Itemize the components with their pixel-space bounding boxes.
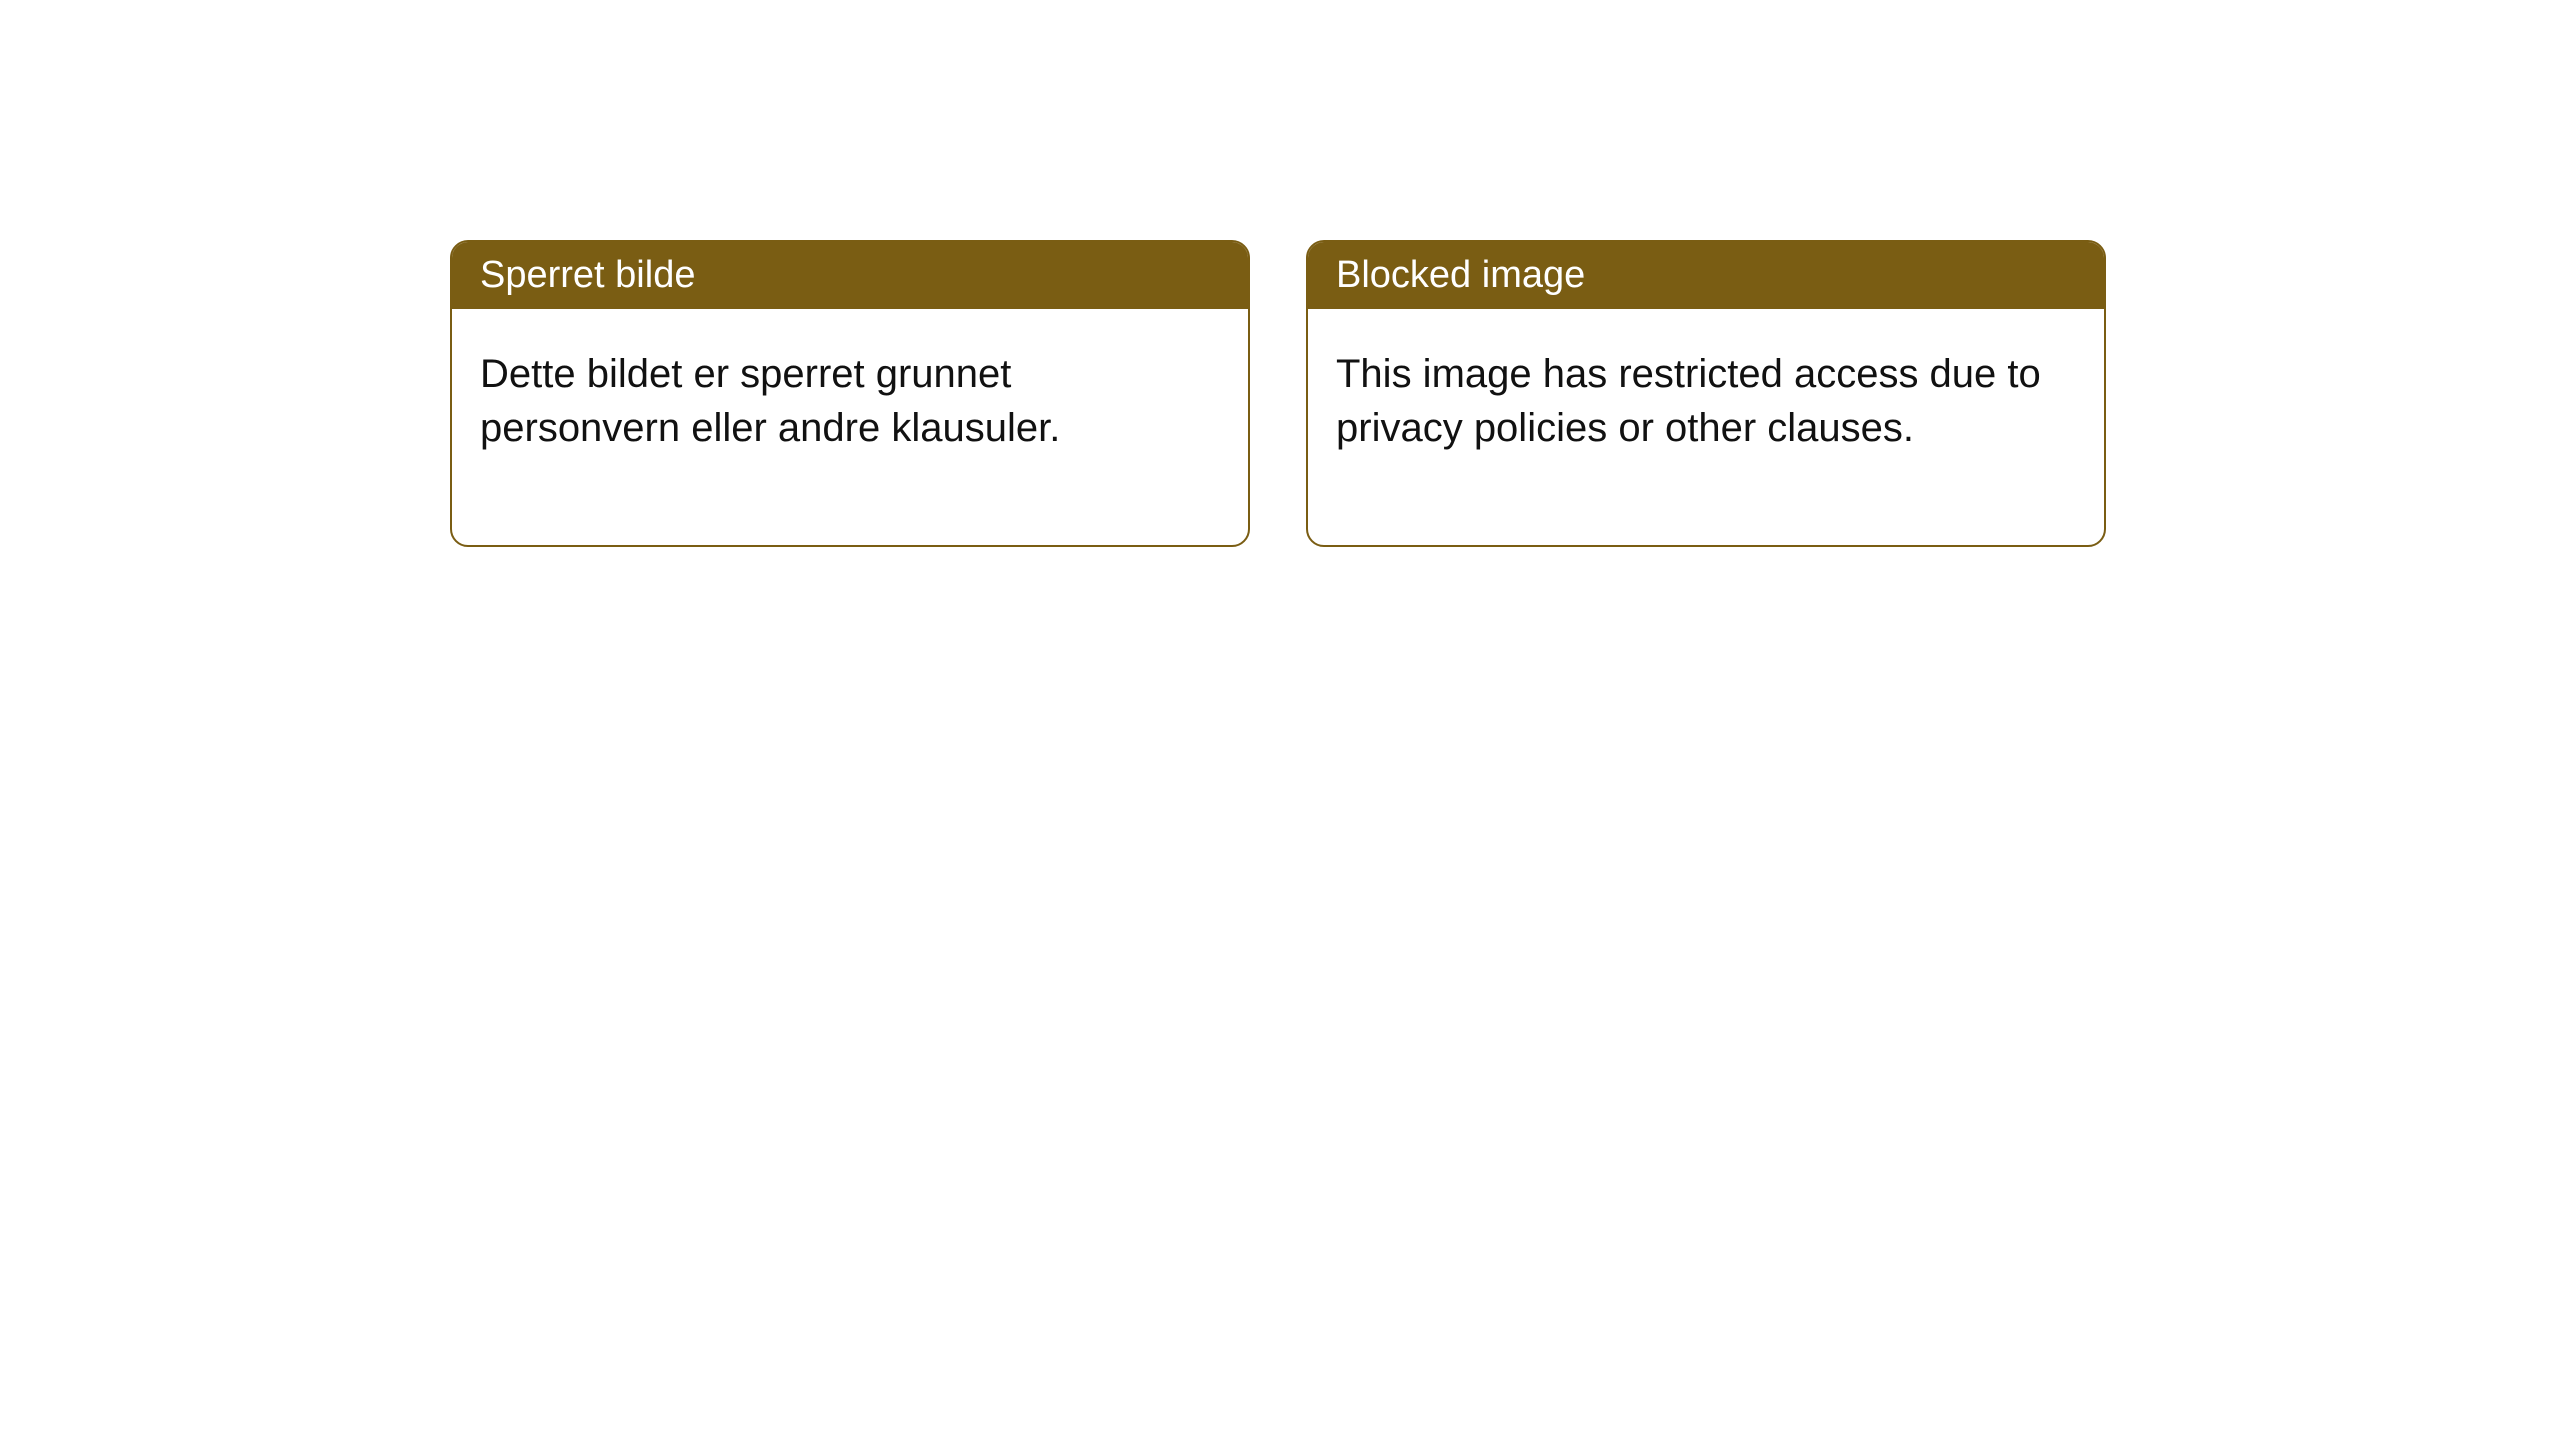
notice-body-text: Dette bildet er sperret grunnet personve… xyxy=(480,352,1060,450)
notice-header: Sperret bilde xyxy=(452,242,1248,309)
notice-title: Sperret bilde xyxy=(480,254,695,296)
notice-body-text: This image has restricted access due to … xyxy=(1336,352,2041,450)
notice-card-norwegian: Sperret bilde Dette bildet er sperret gr… xyxy=(450,240,1250,547)
notice-header: Blocked image xyxy=(1308,242,2104,309)
notice-title: Blocked image xyxy=(1336,254,1585,296)
notice-container: Sperret bilde Dette bildet er sperret gr… xyxy=(450,240,2106,547)
notice-body: Dette bildet er sperret grunnet personve… xyxy=(452,309,1248,545)
notice-body: This image has restricted access due to … xyxy=(1308,309,2104,545)
notice-card-english: Blocked image This image has restricted … xyxy=(1306,240,2106,547)
